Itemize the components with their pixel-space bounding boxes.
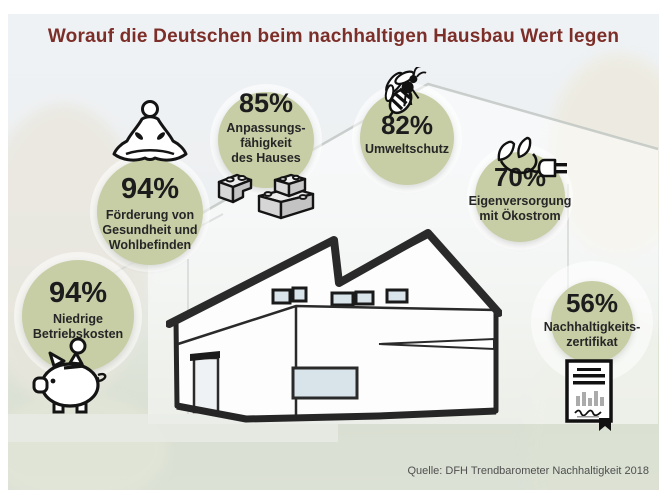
meditation-icon: [105, 98, 195, 179]
stat-value: 85%: [238, 88, 294, 119]
stat-text: 94% Förderung von Gesundheit und Wohlbef…: [90, 152, 210, 272]
stat-label: Nachhaltigkeits- zertifikat: [543, 320, 641, 349]
stat-value: 56%: [565, 288, 619, 319]
stat-text: 70% Eigenversorgung mit Ökostrom: [467, 144, 573, 250]
stat-label: Umweltschutz: [364, 141, 450, 156]
stat-disc: [218, 92, 314, 188]
leaf-plug-icon: [497, 136, 573, 193]
stat-value: 94%: [48, 276, 108, 309]
house-illustration: [166, 229, 502, 423]
stat-circle-health: 94% Förderung von Gesundheit und Wohlbef…: [90, 152, 210, 272]
stat-label: Anpassungs- fähigkeit des Hauses: [226, 121, 306, 165]
source-caption: Quelle: DFH Trendbarometer Nachhaltigkei…: [407, 465, 649, 477]
stat-text: 85% Anpassungs- fähigkeit des Hauses: [210, 84, 322, 196]
stat-label: Förderung von Gesundheit und Wohlbefinde…: [102, 208, 198, 252]
stat-text: 94% Niedrige Betriebskosten: [14, 252, 142, 380]
stat-value: 94%: [120, 173, 180, 206]
piggy-bank-icon: [30, 337, 114, 422]
bee-icon: [378, 65, 434, 122]
stat-label: Niedrige Betriebskosten: [32, 311, 124, 341]
stat-text: 56% Nachhaltigkeits- zertifikat: [531, 261, 653, 383]
stat-label: Eigenversorgung mit Ökostrom: [468, 194, 572, 223]
building-bricks-icon: [213, 166, 317, 229]
certificate-icon: [563, 358, 621, 437]
page-title: Worauf die Deutschen beim nachhaltigen H…: [47, 26, 620, 47]
stat-disc: [551, 281, 633, 363]
stat-value: 70%: [493, 162, 547, 193]
stat-disc: [97, 159, 203, 265]
